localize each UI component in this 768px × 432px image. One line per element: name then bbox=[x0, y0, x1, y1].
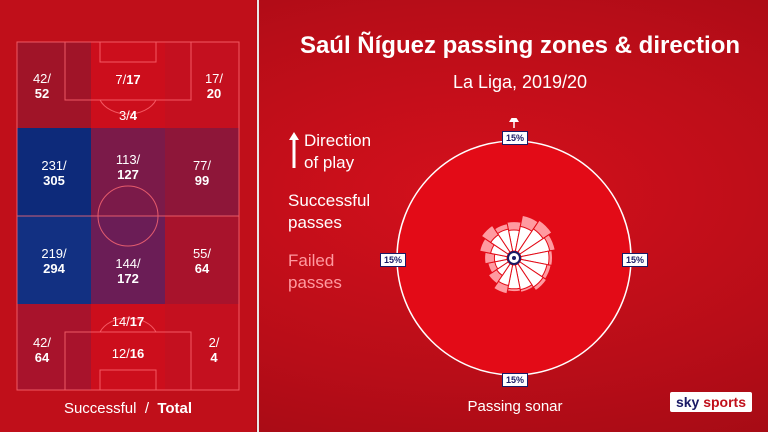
sonar-pct-top: 15% bbox=[502, 131, 529, 145]
zone-centre-midfield-lower bbox=[91, 216, 165, 304]
zone-label-right-midfield-lower: 55/64 bbox=[192, 246, 212, 276]
zone-label-right-defensive-third: 2/4 bbox=[208, 335, 220, 365]
sonar-pct-bottom: 15% bbox=[502, 373, 529, 387]
sky-sports-logo: sky sports bbox=[669, 392, 752, 412]
pitch-legend: Successful / Total bbox=[0, 400, 256, 417]
zone-right-defensive-third bbox=[165, 304, 239, 390]
zone-left-defensive-third bbox=[17, 304, 91, 390]
page-subtitle: La Liga, 2019/20 bbox=[452, 72, 588, 92]
sonar-pct-left: 15% bbox=[380, 253, 407, 267]
pitch-graphic bbox=[16, 41, 240, 391]
zone-centre-midfield-upper bbox=[91, 128, 165, 216]
passing-sonar bbox=[396, 118, 632, 376]
zone-label-penalty-box-top: 7/17 bbox=[115, 72, 141, 87]
zone-label-penalty-box-bottom: 12/16 bbox=[111, 346, 145, 361]
zone-penalty-box-top bbox=[91, 42, 165, 100]
sonar-label: Passing sonar bbox=[467, 398, 563, 415]
direction-legend-text: Direction of play bbox=[304, 131, 372, 172]
zone-label-left-defensive-third: 42/64 bbox=[32, 335, 52, 365]
sonar-pct-right: 15% bbox=[622, 253, 649, 267]
pitch-legend-successful: Successful bbox=[63, 400, 137, 417]
zone-label-left-midfield-upper: 231/305 bbox=[41, 158, 67, 188]
sonar-center-dot bbox=[512, 256, 516, 260]
failed-passes-legend: Failed passes bbox=[288, 251, 342, 292]
zone-label-right-final-third: 17/20 bbox=[204, 71, 224, 101]
zone-right-final-third bbox=[165, 42, 239, 128]
zone-right-midfield-lower bbox=[165, 216, 239, 304]
zone-label-left-midfield-lower: 219/294 bbox=[41, 246, 67, 276]
pitch-legend-separator: / bbox=[144, 400, 149, 417]
zone-left-midfield-upper bbox=[17, 128, 91, 216]
panel-divider bbox=[257, 0, 259, 432]
zone-label-centre-midfield-lower: 144/172 bbox=[115, 256, 141, 286]
zone-label-centre-midfield-upper: 113/127 bbox=[115, 152, 141, 182]
successful-passes-legend: Successful passes bbox=[288, 191, 371, 232]
zone-label-right-midfield-upper: 77/99 bbox=[192, 158, 212, 188]
zone-label-left-final-third: 42/52 bbox=[32, 71, 52, 101]
zone-left-midfield-lower bbox=[17, 216, 91, 304]
zone-label-box-edge-top: 3/4 bbox=[118, 108, 138, 123]
pitch-panel: 42/52 7/17 17/20 3/4 231/305 113/127 77/… bbox=[0, 0, 256, 432]
zone-right-midfield-upper bbox=[165, 128, 239, 216]
zone-label-box-edge-bottom: 14/17 bbox=[111, 314, 145, 329]
page-title: Saúl Ñíguez passing zones & direction bbox=[299, 32, 741, 59]
pitch-legend-total: Total bbox=[157, 400, 193, 417]
up-arrow-icon bbox=[289, 132, 299, 168]
zone-left-final-third bbox=[17, 42, 91, 128]
sonar-up-arrow-icon bbox=[509, 118, 519, 122]
pitch-markings bbox=[16, 41, 240, 391]
zone-penalty-box-bottom bbox=[91, 332, 165, 390]
